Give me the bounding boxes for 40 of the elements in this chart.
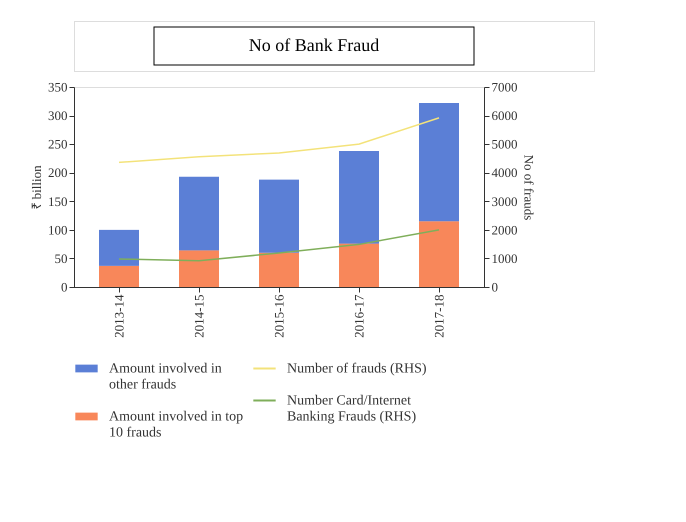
bar (259, 180, 299, 253)
legend-label: Number of frauds (RHS) (287, 362, 427, 376)
y2-tick-label: 2000 (492, 222, 518, 238)
x-tick-label: 2013-14 (112, 294, 126, 338)
y-axis-title: ₹ billion (29, 164, 44, 210)
y2-tick-label: 4000 (492, 165, 518, 180)
y-tick-label: 250 (48, 136, 68, 152)
y2-tick-label: 5000 (492, 136, 518, 152)
y-tick-label: 100 (48, 222, 68, 238)
legend-label: Number Card/Internet Banking Frauds (RHS) (287, 394, 416, 424)
bar (179, 250, 219, 287)
line-series (118, 117, 440, 164)
bar (99, 230, 139, 266)
y-tick-label: 350 (48, 80, 68, 94)
y2-tick-label: 7000 (492, 80, 518, 94)
bar (419, 221, 459, 287)
y2-tick-label: 0 (492, 280, 498, 294)
y-tick-label: 50 (54, 250, 68, 266)
bar (419, 103, 459, 222)
y-tick-label: 200 (48, 165, 68, 180)
bar (339, 244, 379, 287)
bar (179, 176, 219, 250)
x-tick-label: 2015-16 (272, 294, 286, 338)
y2-tick-label: 1000 (492, 250, 518, 266)
x-tick-label: 2014-15 (192, 294, 206, 338)
x-tick-label: 2017-18 (432, 294, 446, 338)
y2-tick-label: 3000 (492, 194, 518, 209)
y-tick-label: 300 (48, 108, 68, 124)
legend-label: Amount involved in other frauds (109, 362, 222, 392)
x-tick-label: 2016-17 (352, 294, 366, 338)
bar (259, 252, 299, 287)
y2-tick-label: 6000 (492, 108, 518, 124)
bar (339, 151, 379, 244)
bar (99, 266, 139, 287)
y-tick-label: 150 (48, 194, 68, 209)
y-tick-label: 0 (61, 280, 68, 294)
y2-axis-title: No of frauds (522, 154, 536, 220)
line-series (118, 229, 440, 262)
legend-label: Amount involved in top 10 frauds (109, 410, 244, 440)
chart-title: No of Bank Fraud (248, 35, 380, 55)
